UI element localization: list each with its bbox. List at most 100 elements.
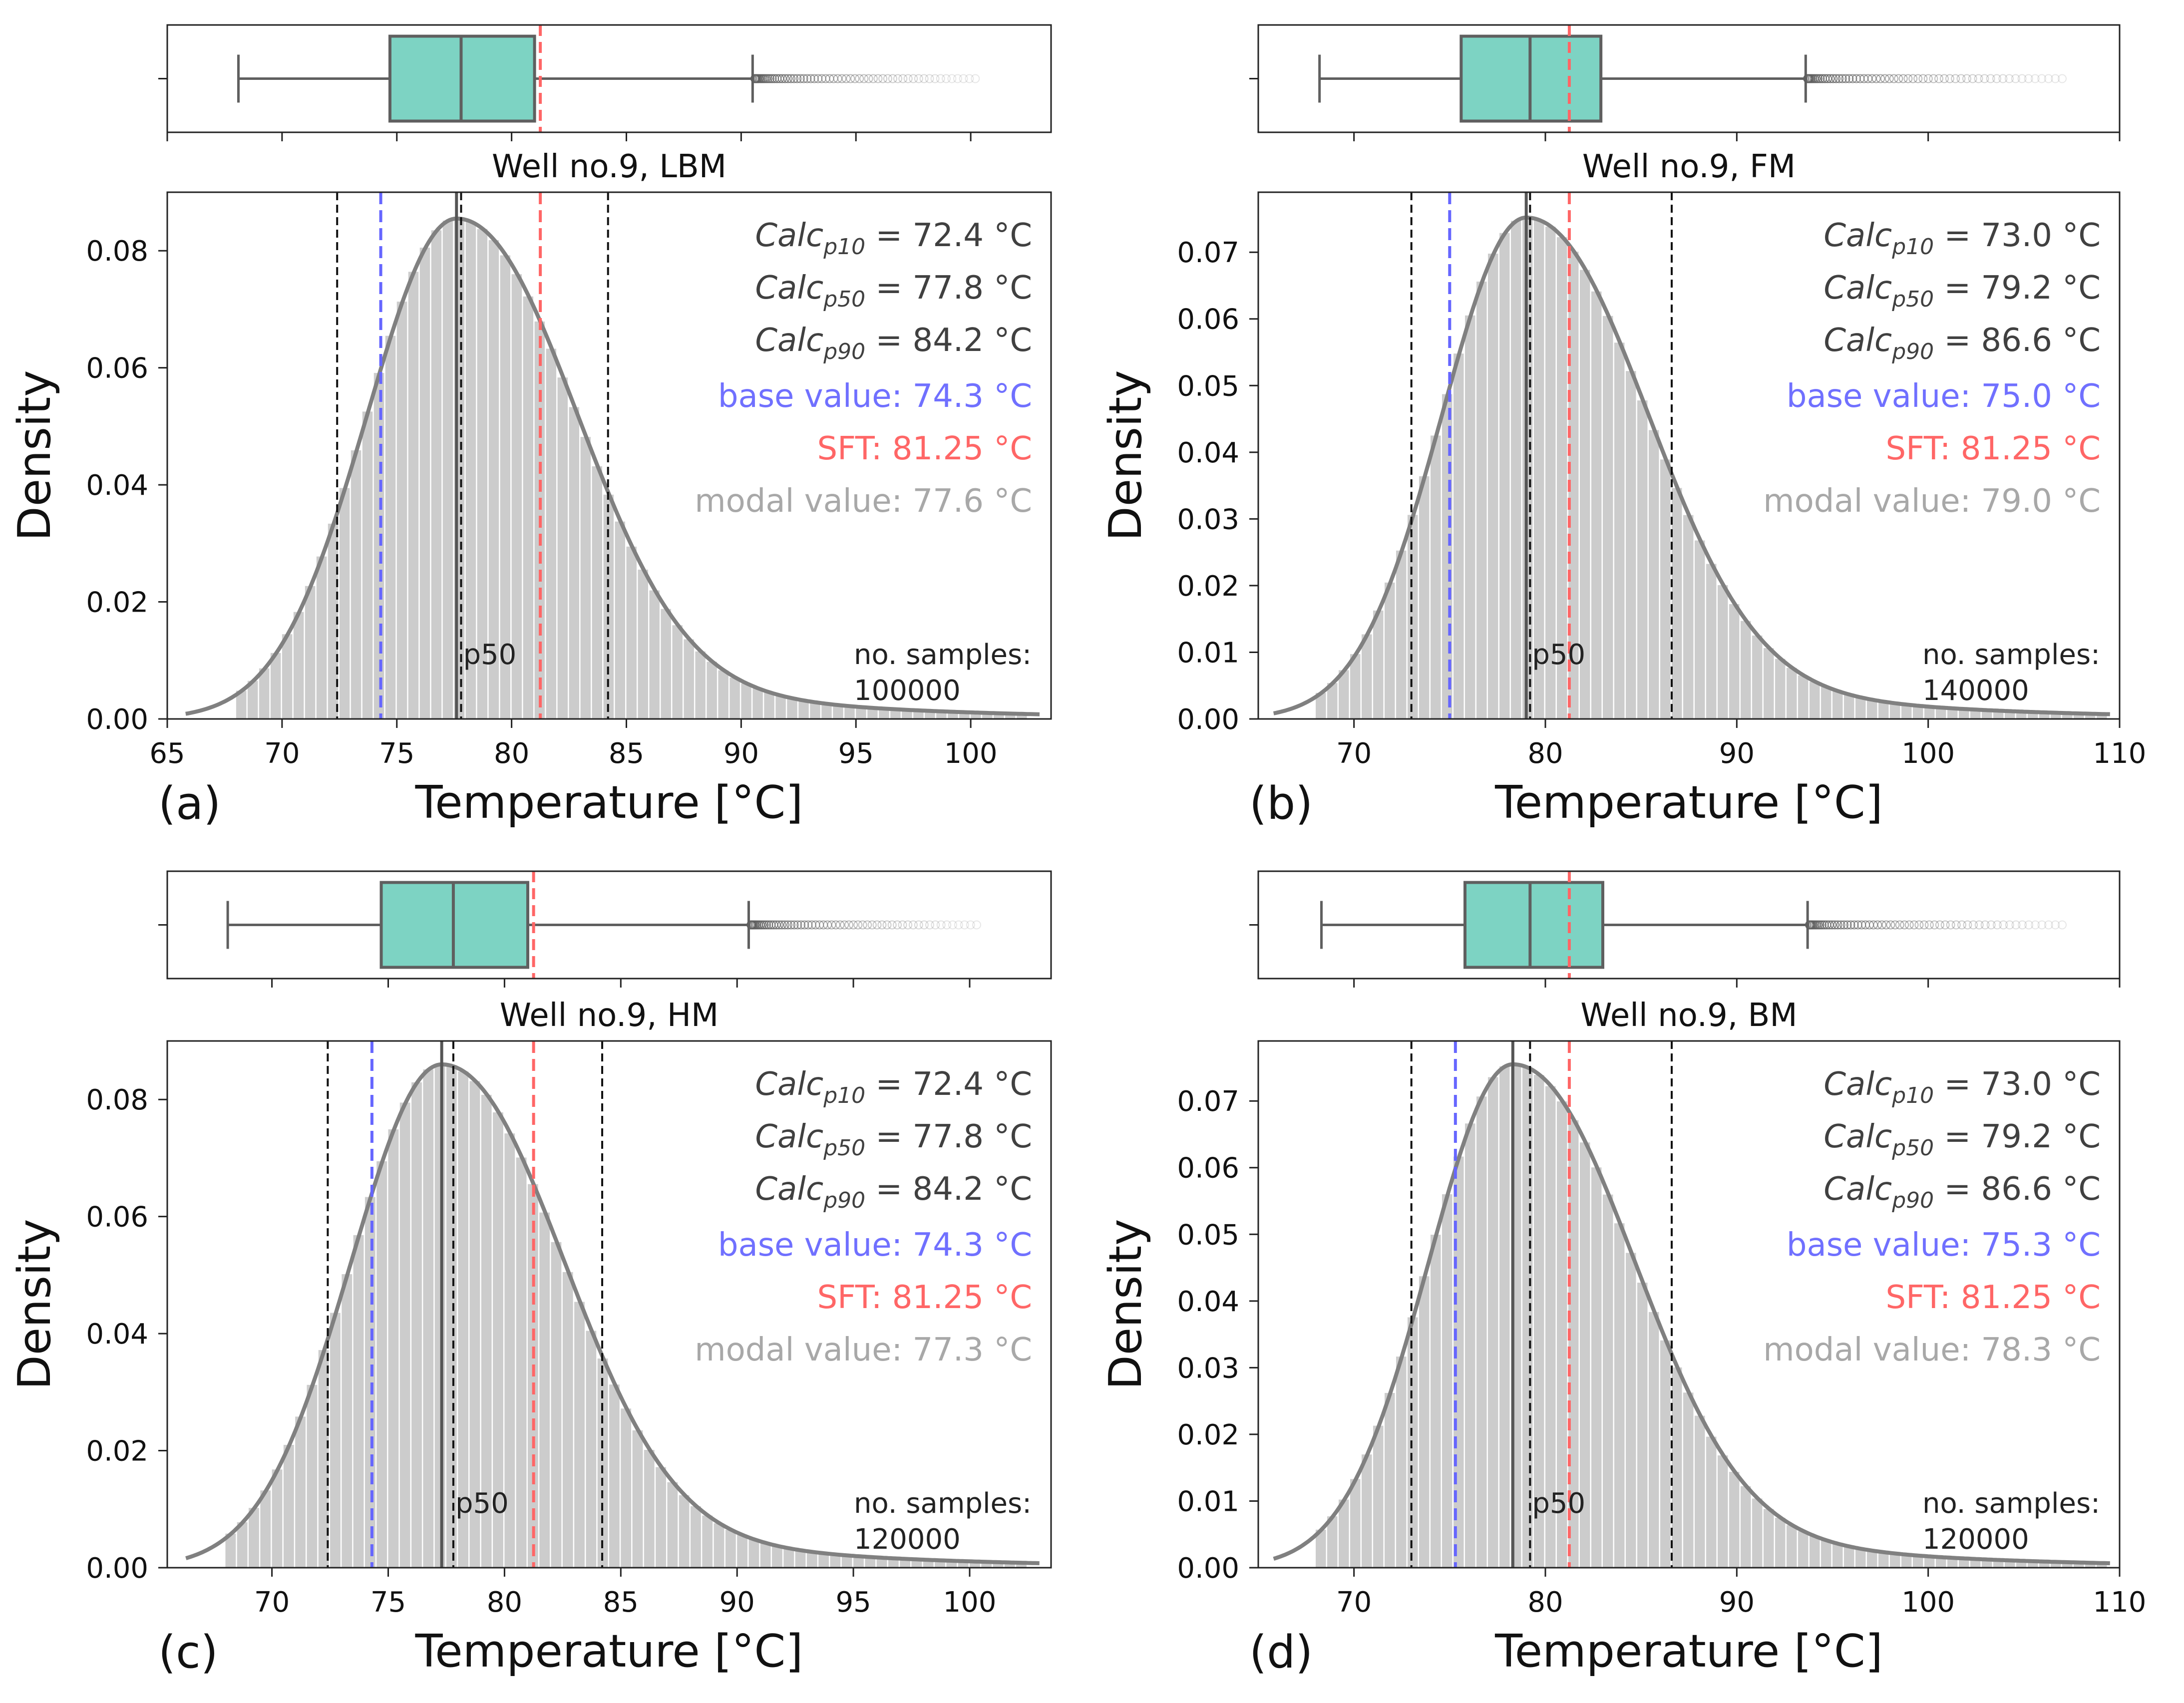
histogram-bar (900, 1559, 911, 1568)
outlier-point (888, 74, 897, 83)
histogram-bar (1557, 237, 1567, 719)
outlier-point (819, 920, 828, 930)
calc-value: = 77.8 °C (865, 1118, 1032, 1155)
outlier-point (796, 920, 806, 930)
x-axis-label: Temperature [°C] (415, 776, 803, 829)
histogram-bar (1408, 515, 1418, 719)
histogram-bar (684, 639, 694, 719)
samples-label: no. samples: (1922, 1487, 2100, 1520)
outlier-point (873, 74, 883, 83)
histogram-bar (1373, 1425, 1384, 1568)
histogram-bar (1339, 1499, 1349, 1568)
histogram-bar (1017, 713, 1027, 719)
histogram-bar (1591, 291, 1602, 719)
histogram-bar (672, 625, 683, 719)
outlier-point (2024, 920, 2034, 930)
histogram-bar (1476, 281, 1487, 719)
outlier-point (1833, 920, 1842, 930)
outlier-point (1909, 920, 1919, 930)
histogram-bar (465, 222, 476, 719)
histogram-bar (388, 1129, 399, 1568)
y-tick-label: 0.05 (1177, 370, 1239, 402)
histogram-bar (844, 706, 855, 719)
y-tick-label: 0.06 (86, 352, 148, 385)
p50-label: p50 (1532, 639, 1585, 671)
outlier-point (863, 920, 872, 930)
histogram-bar (1798, 675, 1809, 719)
histogram-bar (328, 523, 339, 719)
histogram-bar (1557, 1101, 1567, 1568)
outlier-point (903, 920, 913, 930)
outlier-point (2017, 74, 2027, 83)
outlier-point (821, 74, 830, 83)
outlier-point (972, 920, 981, 930)
calc-p50-text: Calcp50 = 77.8 °C (755, 270, 1032, 312)
x-tick-label: 110 (2093, 737, 2147, 770)
outlier-point (2024, 74, 2033, 83)
calc-value: = 79.2 °C (1934, 270, 2101, 307)
outlier-point (1842, 920, 1852, 930)
outlier-point (1880, 74, 1889, 83)
outlier-point (1914, 920, 1924, 930)
histogram (225, 1064, 1027, 1568)
histogram-bar (626, 546, 637, 719)
outlier-point (1834, 74, 1844, 83)
histogram-bar (1350, 1479, 1361, 1568)
histogram-bar (1499, 233, 1510, 719)
histogram-bar (557, 377, 568, 719)
histogram-bar (1821, 686, 1831, 719)
histogram-bar (833, 705, 843, 719)
y-axis-label: Density (1099, 370, 1152, 541)
x-tick-label: 80 (494, 737, 529, 770)
outlier-point (931, 920, 940, 930)
histogram-bar (1787, 668, 1797, 719)
histogram-bar (546, 348, 557, 719)
histogram-bar (795, 1550, 806, 1568)
outlier-point (1841, 74, 1850, 83)
panel-2: 70 80 90 100 110 0.00 0.01 0.02 0.03 0.04 0.05 0.06… (1099, 24, 2147, 830)
outlier-point (914, 74, 923, 83)
histogram-bar (2051, 1562, 2061, 1568)
x-tick-label: 95 (835, 1586, 871, 1619)
histogram-bar (1580, 270, 1590, 719)
calc-prefix: Calc (1823, 1171, 1892, 1208)
calc-subscript: p50 (823, 287, 865, 312)
outlier-point (1877, 920, 1886, 930)
outlier-point (959, 74, 968, 83)
histogram-bar (1396, 1357, 1407, 1568)
y-tick-label: 0.04 (1177, 437, 1239, 469)
outlier-point (2004, 74, 2014, 83)
outlier-point (1986, 74, 1995, 83)
outlier-point (883, 74, 892, 83)
histogram-bar (225, 1533, 236, 1568)
histogram-bar (867, 707, 878, 719)
calc-prefix: Calc (1823, 1118, 1892, 1155)
y-tick-label: 0.06 (1177, 1152, 1239, 1185)
outlier-point (831, 920, 840, 930)
outlier-point (1823, 74, 1832, 83)
histogram-bar (1637, 400, 1648, 719)
histogram-bar (656, 1467, 666, 1568)
outlier-point (799, 74, 808, 83)
histogram-bar (993, 1562, 1004, 1568)
outlier-point (1951, 920, 1961, 930)
histogram-bar (1959, 1558, 1969, 1568)
histogram-bar (1890, 703, 1900, 719)
histogram-bar (1947, 708, 1958, 719)
modal-value-text: modal value: 77.3 °C (695, 1332, 1032, 1368)
histogram-bar (339, 488, 350, 719)
histogram-bar (691, 1506, 701, 1568)
histogram-bar (1867, 1550, 1877, 1568)
histogram-bar (661, 609, 671, 719)
boxplot (158, 24, 1052, 141)
histogram-bar (1959, 709, 1969, 719)
histogram-bar (2062, 713, 2073, 719)
histogram-bar (551, 1242, 562, 1568)
sft-text: SFT: 81.25 °C (1885, 430, 2101, 467)
outlier-point (803, 920, 813, 930)
panel-title: Well no.9, HM (500, 997, 719, 1034)
outlier-point (1889, 74, 1898, 83)
histogram-bar (1741, 1486, 1751, 1568)
calc-prefix: Calc (755, 1171, 823, 1208)
outlier-point (840, 920, 849, 930)
